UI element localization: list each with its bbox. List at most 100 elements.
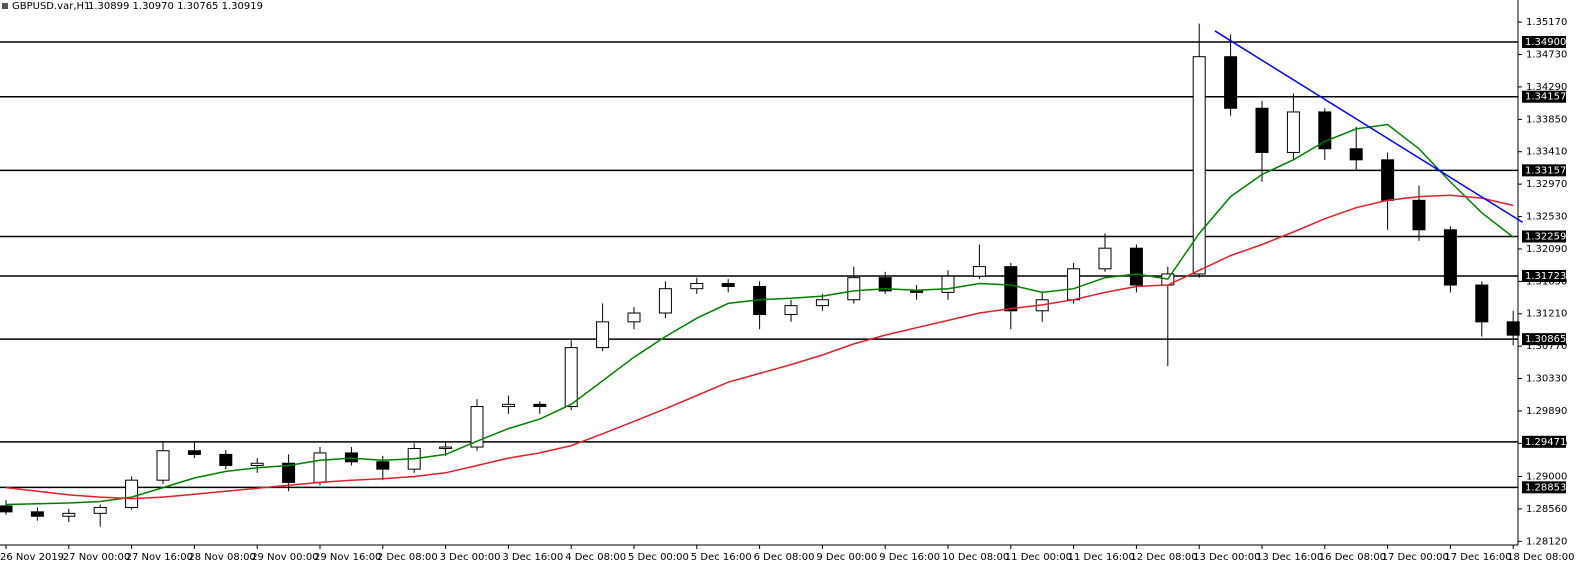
level-label: 1.29471	[1525, 437, 1566, 448]
candle-body	[313, 452, 327, 483]
x-tick-label: 17 Dec 00:00	[1382, 552, 1449, 563]
x-tick-label: 5 Dec 00:00	[628, 552, 689, 563]
x-tick-label: 9 Dec 16:00	[879, 552, 940, 563]
x-tick-label: 17 Dec 16:00	[1444, 552, 1511, 563]
candle-body	[910, 290, 924, 293]
x-tick-label: 2 Dec 08:00	[377, 552, 438, 563]
level-label-box	[1522, 333, 1566, 346]
candle-body	[564, 347, 578, 408]
y-tick-label: 1.33410	[1526, 147, 1567, 158]
candle-body	[533, 403, 547, 408]
level-label-box	[1522, 90, 1566, 103]
x-tick-label: 3 Dec 16:00	[502, 552, 563, 563]
candle-body	[0, 505, 13, 513]
candle-body	[1349, 148, 1363, 161]
candle-body	[1381, 159, 1395, 201]
candle-body	[156, 450, 170, 481]
candle-body	[1412, 199, 1426, 231]
y-tick-label: 1.34730	[1526, 50, 1567, 61]
x-tick-label: 5 Dec 16:00	[691, 552, 752, 563]
y-tick-label: 1.32090	[1526, 244, 1567, 255]
candle-body	[596, 321, 610, 349]
candle-body	[219, 453, 233, 466]
level-label-box	[1522, 435, 1566, 448]
x-tick-label: 13 Dec 16:00	[1256, 552, 1323, 563]
x-tick-label: 6 Dec 08:00	[754, 552, 815, 563]
moving-average	[5, 123, 1514, 506]
candle-body	[1192, 56, 1206, 275]
y-tick-label: 1.29000	[1526, 472, 1567, 483]
x-tick-label: 28 Nov 08:00	[188, 552, 255, 563]
candle-body	[62, 512, 76, 517]
level-label-box	[1522, 481, 1566, 494]
moving-average	[5, 194, 1514, 500]
candle-body	[93, 506, 107, 514]
ohlc-header: 1.30899 1.30970 1.30765 1.30919	[88, 1, 263, 12]
candle-body	[470, 406, 484, 448]
candle-body	[1004, 266, 1018, 312]
level-label-box	[1522, 164, 1566, 177]
candle-body	[1506, 321, 1520, 336]
y-tick-label: 1.33850	[1526, 114, 1567, 125]
x-tick-label: 27 Nov 00:00	[63, 552, 130, 563]
candle-body	[658, 288, 672, 314]
x-tick-label: 16 Dec 08:00	[1319, 552, 1386, 563]
x-tick-label: 29 Nov 00:00	[251, 552, 318, 563]
x-tick-label: 9 Dec 00:00	[816, 552, 877, 563]
candle-body	[941, 275, 955, 293]
symbol-icon	[2, 3, 8, 9]
x-tick-label: 10 Dec 08:00	[942, 552, 1009, 563]
candle-body	[439, 446, 453, 450]
level-label-box	[1522, 35, 1566, 48]
y-tick-label: 1.28120	[1526, 536, 1567, 547]
chart-title: GBPUSD.var,H1	[12, 1, 90, 12]
candle-body	[721, 283, 735, 287]
x-tick-label: 13 Dec 00:00	[1193, 552, 1260, 563]
candle-body	[376, 461, 390, 470]
candle-body	[1286, 111, 1300, 153]
candle-body	[1067, 268, 1081, 301]
candle-body	[1255, 107, 1269, 153]
x-tick-label: 26 Nov 2019	[0, 552, 64, 563]
level-label-box	[1522, 269, 1566, 282]
candle-body	[187, 450, 201, 455]
candle-body	[847, 277, 861, 301]
y-tick-label: 1.35170	[1526, 17, 1567, 28]
x-tick-label: 4 Dec 08:00	[565, 552, 626, 563]
candle-body	[1129, 247, 1143, 286]
x-tick-label: 11 Dec 00:00	[1005, 552, 1072, 563]
x-tick-label: 29 Nov 16:00	[314, 552, 381, 563]
x-tick-label: 18 Dec 08:00	[1507, 552, 1574, 563]
level-label: 1.34157	[1525, 92, 1566, 103]
candle-body	[282, 462, 296, 483]
candle-body	[815, 299, 829, 307]
y-tick-label: 1.32530	[1526, 212, 1567, 223]
candle-body	[1224, 56, 1238, 109]
x-tick-label: 3 Dec 00:00	[440, 552, 501, 563]
candle-body	[1475, 284, 1489, 323]
level-label: 1.32259	[1525, 231, 1566, 242]
candle-body	[627, 312, 641, 323]
y-tick-label: 1.28560	[1526, 504, 1567, 515]
candle-body	[501, 403, 515, 408]
level-label: 1.34900	[1525, 37, 1566, 48]
level-label: 1.28853	[1525, 482, 1566, 493]
level-label-box	[1522, 230, 1566, 243]
candle-body	[125, 479, 139, 508]
y-tick-label: 1.34290	[1526, 82, 1567, 93]
y-tick-label: 1.31210	[1526, 309, 1567, 320]
y-tick-label: 1.29890	[1526, 406, 1567, 417]
candle-body	[250, 462, 264, 466]
x-tick-label: 12 Dec 08:00	[1130, 552, 1197, 563]
candle-body	[690, 283, 704, 290]
candle-body	[30, 511, 44, 517]
level-label: 1.30865	[1525, 334, 1566, 345]
trendline	[1214, 30, 1524, 224]
x-tick-label: 27 Nov 16:00	[126, 552, 193, 563]
x-tick-label: 11 Dec 16:00	[1068, 552, 1135, 563]
candle-body	[1443, 229, 1457, 286]
candle-body	[878, 277, 892, 292]
candle-body	[784, 305, 798, 315]
